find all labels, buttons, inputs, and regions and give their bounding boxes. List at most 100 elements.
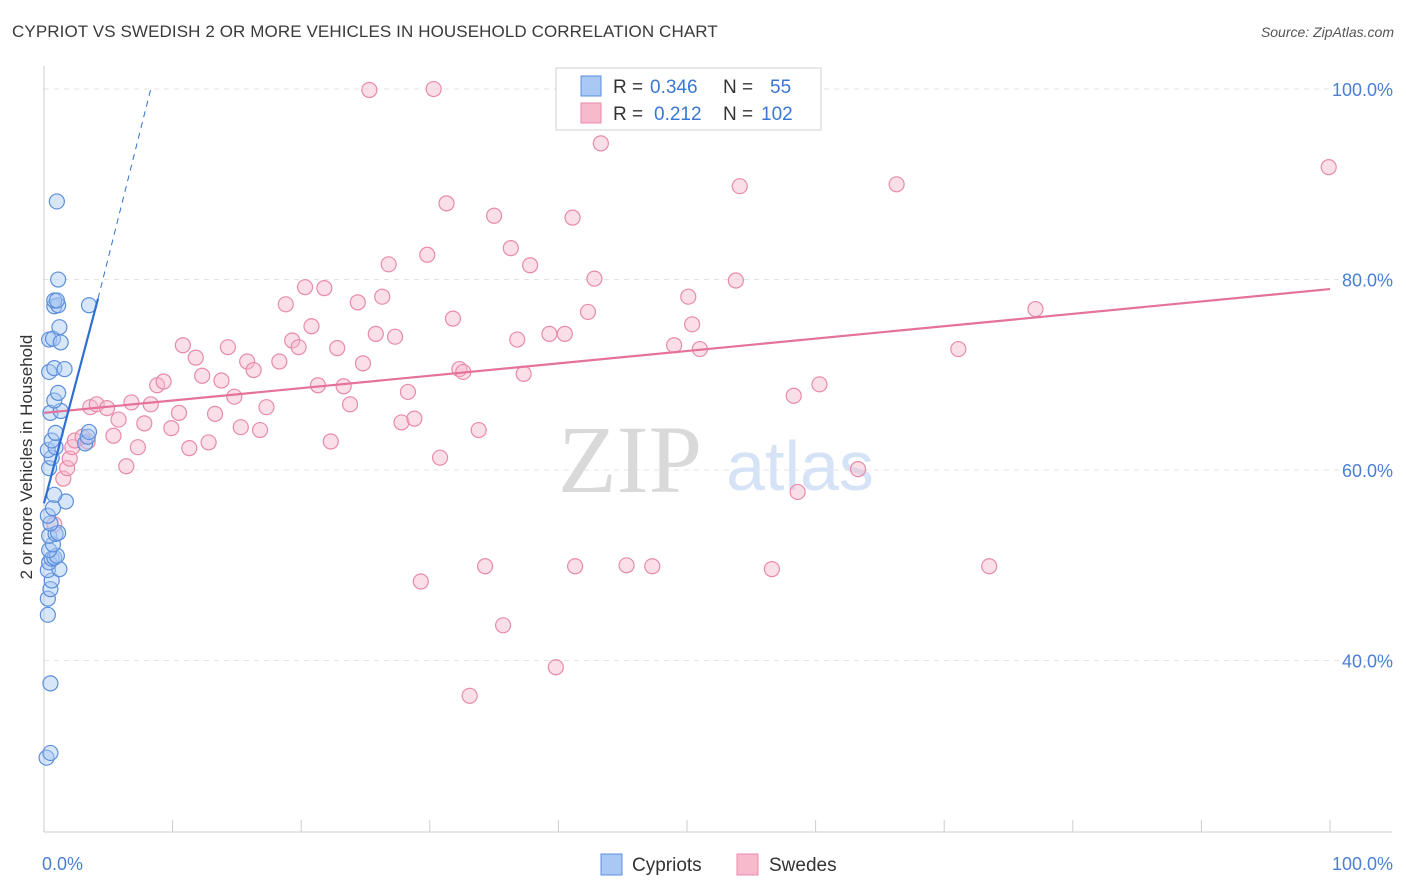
bottom-legend-swedes: Swedes	[769, 855, 837, 876]
cypriots-point-22	[46, 486, 63, 503]
legend-r-value-cypriots: 0.346	[650, 77, 698, 98]
swedes-point-5	[66, 432, 83, 449]
swedes-point-2	[59, 460, 76, 477]
cypriots-point-2	[42, 675, 59, 692]
swedes-point-95	[849, 460, 867, 478]
swedes-point-76	[547, 659, 564, 676]
swedes-point-57	[406, 410, 423, 427]
swedes-point-96	[888, 176, 905, 193]
chart-source: Source: ZipAtlas.com	[1260, 24, 1394, 40]
y-tick-label-2: 80.0%	[1342, 271, 1393, 291]
swedes-point-21	[170, 404, 188, 421]
swedes-point-15	[129, 439, 146, 456]
swedes-point-56	[399, 383, 417, 401]
y-axis-title: 2 or more Vehicles in Household	[17, 335, 36, 580]
swedes-point-61	[431, 449, 449, 466]
cypriots-point-1	[42, 744, 59, 762]
swedes-point-82	[592, 135, 609, 152]
swedes-point-59	[419, 246, 436, 263]
swedes-point-14	[123, 394, 140, 411]
swedes-point-54	[386, 328, 404, 345]
cypriots-point-15	[41, 527, 58, 544]
legend-n-label-cypriots: N =	[723, 77, 753, 98]
swedes-point-20	[163, 420, 180, 437]
cypriots-point-27	[43, 432, 60, 449]
swedes-point-49	[354, 355, 372, 372]
swedes-point-31	[232, 419, 249, 436]
legend-n-label-swedes: N =	[723, 104, 753, 125]
swedes-point-60	[425, 80, 442, 98]
swedes-point-50	[361, 81, 378, 99]
swedes-point-43	[316, 280, 333, 297]
x-tick-labels: 0.0% 100.0%	[42, 854, 1393, 874]
swedes-point-17	[142, 396, 159, 413]
legend-r-value-swedes: 0.212	[654, 104, 702, 125]
swedes-point-25	[194, 367, 211, 384]
swedes-point-16	[136, 415, 153, 432]
swedes-point-22	[174, 337, 191, 354]
swedes-point-39	[290, 339, 307, 356]
bottom-legend-cypriots: Cypriots	[632, 855, 702, 876]
swedes-point-68	[476, 558, 494, 575]
swedes-point-23	[181, 440, 198, 457]
axes	[43, 66, 1392, 833]
cypriots-point-49	[48, 193, 65, 210]
legend-n-value-cypriots: 55	[770, 77, 791, 98]
swedes-point-28	[213, 372, 230, 389]
chart-title: CYPRIOT VS SWEDISH 2 OR MORE VEHICLES IN…	[12, 22, 718, 41]
swedes-point-99	[1027, 300, 1044, 318]
swedes-point-87	[684, 316, 701, 333]
swedes-point-83	[618, 557, 635, 574]
swedes-series	[46, 80, 1337, 704]
swedes-point-70	[495, 617, 512, 634]
cypriots-trend-line	[42, 298, 100, 504]
cypriots-point-4	[39, 590, 56, 607]
swedes-point-58	[412, 573, 429, 590]
legend-swatch-swedes	[580, 102, 602, 124]
swedes-point-47	[341, 396, 359, 413]
swedes-point-94	[811, 376, 828, 393]
cypriots-point-35	[50, 384, 67, 401]
swedes-point-90	[731, 178, 748, 195]
cypriots-point-41	[52, 334, 69, 351]
swedes-point-92	[785, 387, 802, 404]
x-tick-label-max: 100.0%	[1332, 854, 1393, 874]
cypriots-point-6	[43, 572, 60, 589]
swedes-point-30	[226, 388, 243, 405]
legend-r-label-cypriots: R =	[613, 77, 643, 98]
swedes-point-46	[335, 378, 352, 395]
swedes-point-78	[564, 209, 581, 226]
y-tick-label-3: 100.0%	[1332, 80, 1393, 100]
swedes-point-81	[586, 270, 603, 287]
legend-r-label-swedes: R =	[613, 104, 643, 125]
swedes-point-19	[155, 373, 172, 390]
swedes-point-53	[380, 256, 397, 273]
cypriots-point-42	[51, 319, 68, 336]
swedes-point-100	[1320, 159, 1337, 176]
cypriots-point-34	[46, 392, 63, 409]
bottom-legend-swatch-swedes	[736, 853, 759, 876]
swedes-point-26	[200, 434, 217, 451]
swedes-point-80	[579, 303, 597, 321]
swedes-point-24	[187, 349, 204, 366]
cypriots-point-20	[44, 500, 62, 517]
swedes-point-72	[509, 331, 526, 348]
swedes-point-93	[789, 483, 806, 501]
swedes-point-1	[55, 470, 72, 487]
swedes-point-77	[556, 325, 573, 342]
swedes-point-44	[322, 433, 339, 450]
swedes-point-51	[367, 325, 384, 342]
swedes-point-52	[374, 288, 391, 305]
trend-lines	[42, 88, 1331, 504]
swedes-point-36	[271, 353, 288, 370]
swedes-point-12	[110, 411, 127, 428]
y-tick-label-1: 60.0%	[1342, 461, 1393, 481]
swedes-point-41	[303, 318, 320, 335]
swedes-point-69	[486, 207, 503, 224]
bottom-legend: Cypriots Swedes	[600, 853, 837, 876]
swedes-point-63	[444, 310, 462, 327]
swedes-point-40	[296, 279, 314, 296]
swedes-point-97	[950, 340, 967, 358]
swedes-trend-line	[43, 287, 1331, 414]
